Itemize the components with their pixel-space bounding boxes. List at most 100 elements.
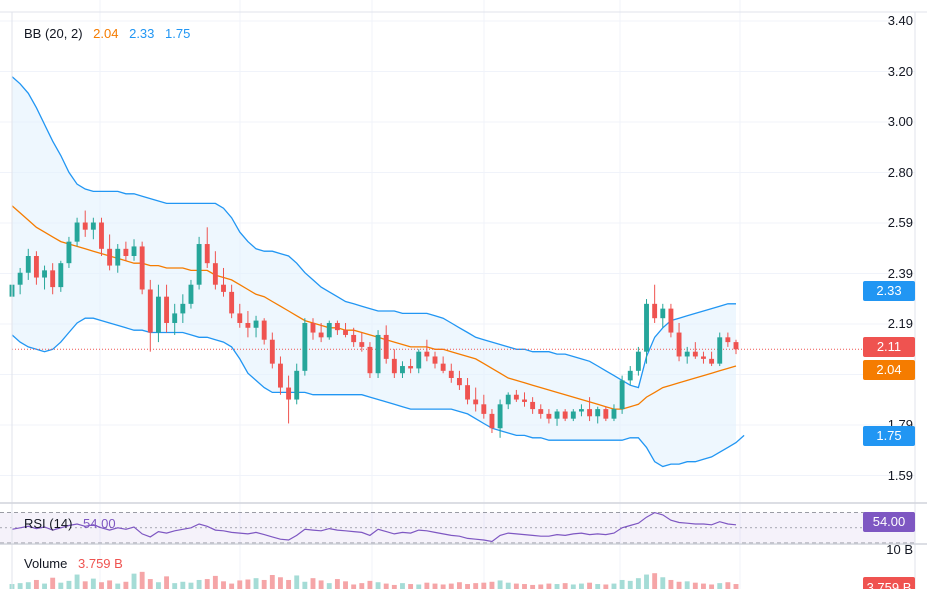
candle xyxy=(440,356,446,374)
bollinger-upper-line xyxy=(11,76,736,389)
candle-body xyxy=(269,339,275,364)
candle-body xyxy=(570,411,576,419)
candle xyxy=(294,363,300,405)
candle-body xyxy=(546,413,552,419)
rsi-legend-value: 54.00 xyxy=(83,516,116,531)
volume-bar xyxy=(505,582,511,589)
candle xyxy=(33,251,39,285)
candle-body xyxy=(587,409,593,417)
candle xyxy=(269,332,275,369)
candle xyxy=(432,351,438,369)
volume-bar xyxy=(391,584,397,589)
rsi-pane xyxy=(0,511,915,544)
candle xyxy=(481,394,487,419)
candle xyxy=(25,248,31,280)
candle-body xyxy=(310,322,316,333)
candle-body xyxy=(318,332,324,338)
candle-body xyxy=(367,346,373,374)
candle-body xyxy=(595,409,601,417)
candle xyxy=(554,409,560,426)
volume-bar xyxy=(400,583,405,589)
candle xyxy=(595,406,601,424)
candle xyxy=(717,332,723,367)
candle-body xyxy=(172,313,178,323)
volume-bar xyxy=(188,582,194,589)
candle xyxy=(668,303,674,338)
candle-body xyxy=(440,363,446,371)
volume-bar xyxy=(66,580,72,589)
candle xyxy=(383,325,389,364)
candles xyxy=(9,210,739,438)
candle-body xyxy=(400,366,405,374)
candle xyxy=(408,358,414,374)
volume-bar xyxy=(42,583,47,589)
volume-bar xyxy=(359,583,365,589)
candle xyxy=(245,311,251,338)
candle-body xyxy=(99,222,104,249)
candle xyxy=(473,387,479,412)
candle xyxy=(400,361,405,378)
candle xyxy=(652,284,658,323)
candle xyxy=(326,320,332,340)
bollinger-lower-line xyxy=(11,317,745,468)
volume-bar xyxy=(99,582,104,589)
candle xyxy=(131,239,137,261)
volume-bars xyxy=(9,571,739,589)
candle-body xyxy=(286,387,292,400)
bb-legend-lower: 1.75 xyxy=(165,26,191,41)
candle xyxy=(155,284,161,343)
volume-bar xyxy=(286,579,292,589)
candle xyxy=(147,279,153,352)
volume-bar xyxy=(351,584,357,589)
candle xyxy=(302,318,308,376)
price-axis-tick: 2.80 xyxy=(887,164,913,180)
candle-body xyxy=(245,322,251,328)
candle xyxy=(50,263,56,295)
volume-bar xyxy=(139,571,145,589)
candle-body xyxy=(709,358,715,364)
candle-body xyxy=(278,363,283,388)
candle xyxy=(522,392,527,407)
volume-bar xyxy=(278,577,283,589)
candle xyxy=(261,318,267,345)
volume-bar xyxy=(164,576,170,589)
rsi-band-background xyxy=(0,512,915,543)
volume-axis-tick: 10 B xyxy=(886,542,913,557)
volume-bar xyxy=(465,584,470,589)
candle xyxy=(587,397,593,422)
volume-bar xyxy=(717,583,723,589)
candle-body xyxy=(180,303,186,314)
candle xyxy=(570,409,576,422)
candle-body xyxy=(432,356,438,364)
volume-bar xyxy=(131,573,137,589)
volume-bar xyxy=(375,582,381,589)
candle xyxy=(562,409,568,422)
candle xyxy=(172,303,178,335)
bb-legend[interactable]: BB (20, 2) 2.04 2.33 1.75 xyxy=(24,26,197,42)
candle xyxy=(627,366,633,386)
volume-bar xyxy=(115,583,121,589)
bb-legend-basis: 2.04 xyxy=(93,26,119,41)
volume-bar xyxy=(538,584,544,589)
volume-bar xyxy=(237,580,243,589)
volume-tag: 3.759 B xyxy=(863,577,915,589)
candle xyxy=(180,294,186,323)
candle-body xyxy=(326,322,332,338)
candle xyxy=(538,404,544,419)
candle-body xyxy=(684,351,690,357)
volume-legend[interactable]: Volume 3.759 B xyxy=(24,556,130,572)
volume-bar xyxy=(619,579,625,589)
volume-bar xyxy=(310,578,316,589)
volume-bar xyxy=(58,582,64,589)
volume-bar xyxy=(383,583,389,589)
rsi-legend[interactable]: RSI (14) 54.00 xyxy=(24,516,123,532)
candle-body xyxy=(115,248,121,266)
candle-body xyxy=(375,334,381,374)
volume-bar xyxy=(367,580,373,589)
candle-body xyxy=(530,401,536,410)
volume-bar xyxy=(522,584,527,589)
volume-bar xyxy=(432,583,438,589)
candle-body xyxy=(465,385,470,400)
candle-body xyxy=(391,358,397,374)
